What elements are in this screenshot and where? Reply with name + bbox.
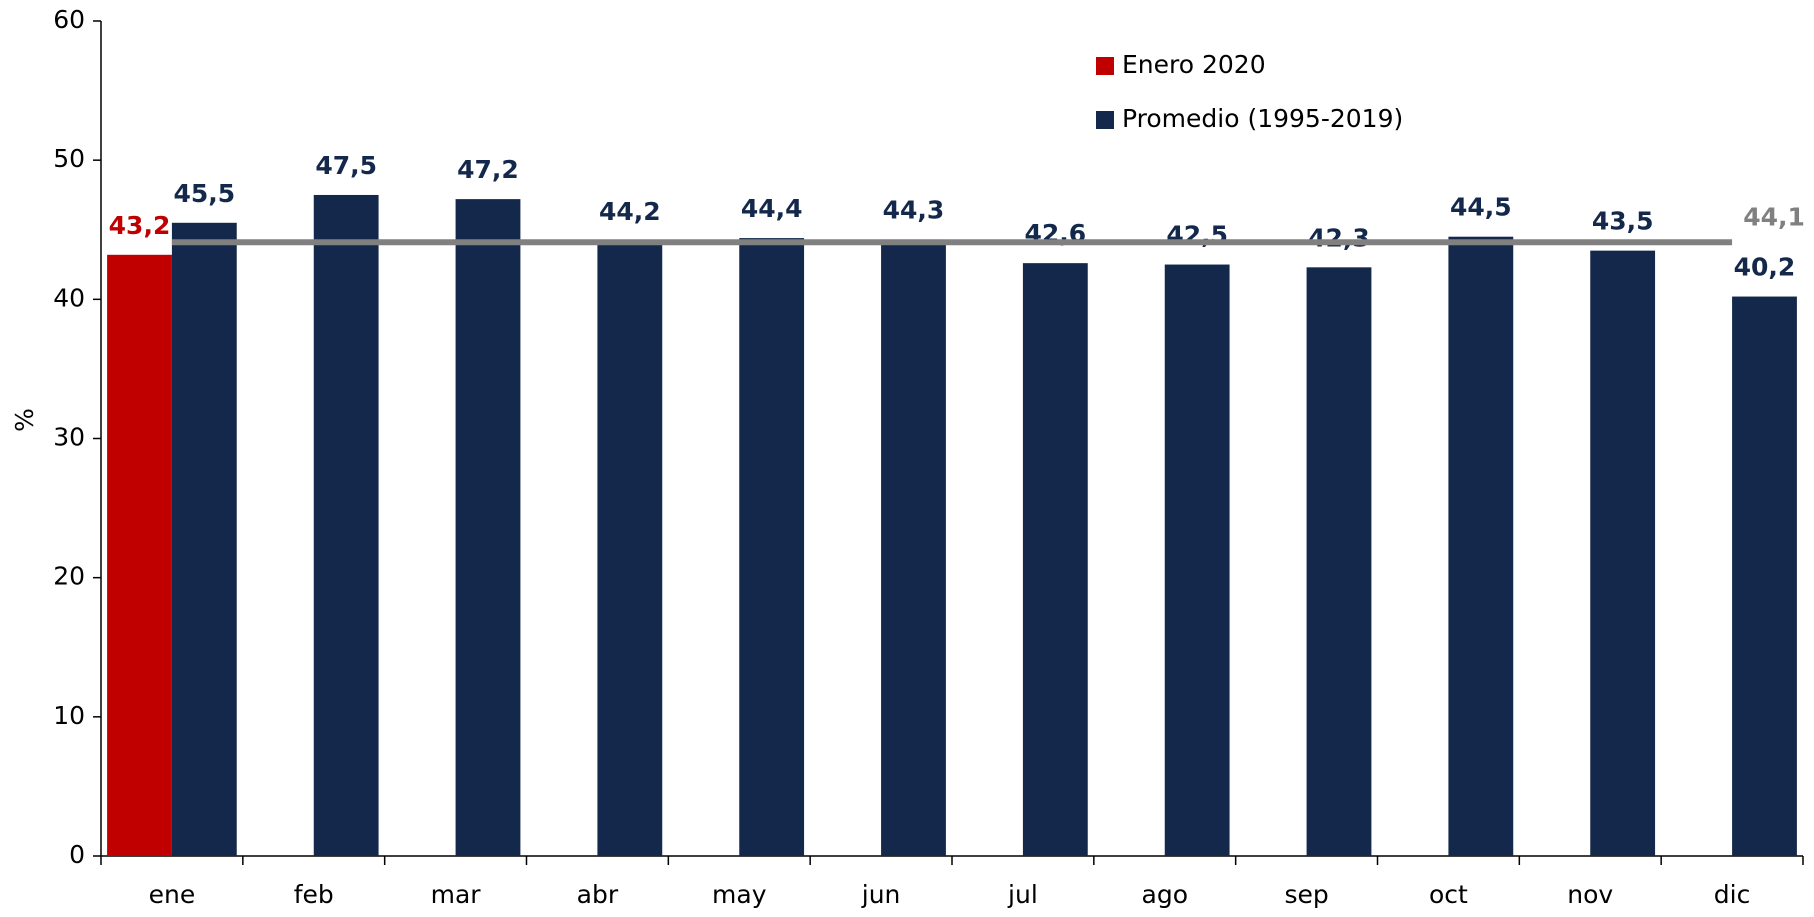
x-tick-label: ago — [1142, 880, 1188, 909]
value-label: 47,5 — [315, 151, 377, 180]
y-tick-label: 50 — [53, 144, 85, 173]
bar — [313, 194, 379, 857]
bar — [1590, 250, 1656, 856]
bar — [1022, 263, 1088, 856]
bar — [1448, 236, 1514, 857]
x-tick-label: mar — [431, 880, 482, 909]
value-label: 44,5 — [1450, 193, 1512, 222]
x-tick-label: sep — [1284, 880, 1328, 909]
value-label: 44,2 — [599, 197, 661, 226]
bar — [597, 240, 663, 857]
bar — [881, 239, 946, 856]
bar — [455, 199, 521, 857]
y-tick-label: 0 — [69, 840, 85, 869]
reference-label: 44,1 — [1743, 202, 1805, 231]
x-tick-label: dic — [1714, 880, 1751, 909]
value-label: 40,2 — [1734, 253, 1796, 282]
legend-swatch — [1096, 111, 1114, 129]
legend-label: Promedio (1995-2019) — [1122, 104, 1403, 133]
value-label: 45,5 — [173, 179, 235, 208]
bar — [107, 254, 172, 857]
value-label: 43,2 — [109, 211, 171, 240]
value-label: 44,3 — [883, 195, 945, 224]
legend-swatch — [1096, 57, 1114, 75]
legend-label: Enero 2020 — [1122, 50, 1266, 79]
x-tick-label: may — [712, 880, 767, 909]
value-label: 42,3 — [1308, 223, 1370, 252]
bar — [739, 238, 805, 857]
x-tick-label: jul — [1007, 880, 1038, 909]
y-tick-label: 20 — [53, 562, 85, 591]
y-tick-label: 30 — [53, 423, 85, 452]
y-tick-label: 60 — [53, 5, 85, 34]
bar — [1306, 267, 1372, 856]
bar — [1164, 264, 1230, 857]
y-axis-label: % — [10, 408, 39, 432]
x-tick-label: feb — [294, 880, 334, 909]
x-tick-label: nov — [1567, 880, 1613, 909]
x-tick-label: oct — [1429, 880, 1468, 909]
x-tick-label: ene — [149, 880, 196, 909]
value-label: 43,5 — [1592, 207, 1654, 236]
x-tick-label: jun — [861, 880, 901, 909]
bar — [1732, 296, 1797, 856]
x-tick-label: abr — [577, 880, 619, 909]
y-tick-label: 40 — [53, 283, 85, 312]
value-label: 47,2 — [457, 155, 519, 184]
bar — [171, 222, 237, 856]
y-tick-label: 10 — [53, 701, 85, 730]
value-label: 44,4 — [741, 194, 803, 223]
